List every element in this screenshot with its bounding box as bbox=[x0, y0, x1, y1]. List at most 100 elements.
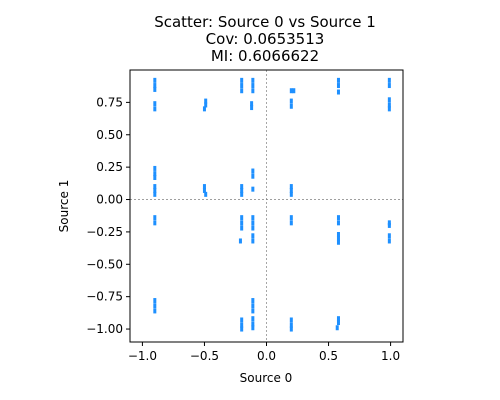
scatter-point bbox=[240, 184, 244, 190]
x-axis-label: Source 0 bbox=[240, 371, 293, 385]
scatter-point bbox=[336, 77, 340, 83]
scatter-point bbox=[153, 303, 157, 309]
scatter-point bbox=[251, 238, 255, 244]
scatter-point bbox=[387, 102, 391, 108]
scatter-point bbox=[289, 103, 293, 109]
scatter-point bbox=[238, 238, 242, 244]
scatter-point bbox=[387, 238, 391, 244]
scatter-point bbox=[153, 171, 157, 177]
scatter-point bbox=[251, 233, 255, 239]
scatter-point bbox=[240, 326, 244, 332]
scatter-point bbox=[251, 303, 255, 309]
y-tick-label: 0.50 bbox=[96, 128, 123, 142]
scatter-point bbox=[240, 88, 244, 94]
scatter-point bbox=[387, 77, 391, 83]
scatter-point bbox=[289, 326, 293, 332]
scatter-point bbox=[153, 86, 157, 92]
scatter-point bbox=[153, 83, 157, 89]
x-tick-label: −1.0 bbox=[128, 349, 157, 363]
x-tick-label: 0.0 bbox=[257, 349, 276, 363]
scatter-point bbox=[251, 316, 255, 322]
scatter-point bbox=[292, 88, 296, 94]
y-tick-label: 0.75 bbox=[96, 95, 123, 109]
scatter-point bbox=[289, 98, 293, 104]
scatter-point bbox=[251, 321, 255, 327]
plot-area: −1.0 −0.5 0.0 0.5 1.0 −1.00 −0.75 −0.50 −0.25 0.0… bbox=[86, 69, 404, 363]
scatter-point bbox=[289, 322, 293, 328]
y-tick-label: −1.00 bbox=[86, 322, 123, 336]
scatter-point bbox=[153, 220, 157, 226]
scatter-point bbox=[240, 187, 244, 193]
scatter-point bbox=[251, 77, 255, 83]
scatter-point bbox=[251, 83, 255, 89]
scatter-point bbox=[336, 239, 340, 245]
scatter-point bbox=[251, 225, 255, 231]
scatter-point bbox=[240, 83, 244, 89]
scatter-point bbox=[387, 220, 391, 226]
scatter-point bbox=[387, 106, 391, 112]
scatter-point bbox=[251, 220, 255, 226]
scatter-point bbox=[240, 317, 244, 323]
scatter-point bbox=[336, 235, 340, 241]
scatter-point bbox=[153, 215, 157, 221]
scatter-point bbox=[153, 191, 157, 197]
x-tick-label: −0.5 bbox=[190, 349, 219, 363]
scatter-point bbox=[289, 88, 293, 94]
scatter-point bbox=[251, 298, 255, 304]
scatter-point bbox=[336, 320, 340, 326]
scatter-point bbox=[289, 191, 293, 197]
chart-title-line-3: MI: 0.6066622 bbox=[211, 47, 319, 65]
scatter-point bbox=[289, 220, 293, 226]
y-tick-label: −0.25 bbox=[86, 225, 123, 239]
scatter-point bbox=[153, 175, 157, 181]
scatter-point bbox=[251, 325, 255, 331]
y-axis-label: Source 1 bbox=[57, 180, 71, 233]
scatter-point bbox=[336, 316, 340, 322]
scatter-point bbox=[202, 106, 206, 112]
x-tick-label: 1.0 bbox=[381, 349, 400, 363]
y-tick-label: −0.50 bbox=[86, 257, 123, 271]
scatter-point bbox=[153, 308, 157, 314]
scatter-point bbox=[202, 187, 206, 193]
scatter-point bbox=[251, 168, 255, 174]
scatter-point bbox=[289, 215, 293, 221]
scatter-point bbox=[240, 225, 244, 231]
scatter-point bbox=[289, 184, 293, 190]
scatter-point bbox=[153, 187, 157, 193]
scatter-point bbox=[250, 105, 254, 111]
scatter-point bbox=[387, 83, 391, 89]
scatter-point bbox=[336, 231, 340, 237]
scatter-point bbox=[336, 89, 340, 95]
scatter-point bbox=[153, 77, 157, 83]
scatter-point bbox=[202, 184, 206, 190]
scatter-point bbox=[335, 325, 339, 331]
scatter-point bbox=[204, 191, 208, 197]
scatter-point bbox=[204, 102, 208, 108]
scatter-point bbox=[289, 187, 293, 193]
scatter-point bbox=[153, 106, 157, 112]
scatter-point bbox=[153, 184, 157, 190]
scatter-point bbox=[387, 233, 391, 239]
scatter-point bbox=[153, 101, 157, 107]
scatter-point bbox=[153, 298, 157, 304]
y-tick-label: −0.75 bbox=[86, 290, 123, 304]
scatter-point bbox=[336, 215, 340, 221]
scatter-point bbox=[251, 308, 255, 314]
scatter-point bbox=[240, 191, 244, 197]
chart-title-line-2: Cov: 0.0653513 bbox=[206, 30, 325, 48]
scatter-point bbox=[289, 317, 293, 323]
scatter-point bbox=[387, 97, 391, 103]
scatter-point bbox=[251, 173, 255, 179]
scatter-point bbox=[336, 220, 340, 226]
scatter-point bbox=[153, 165, 157, 171]
chart-title-line-1: Scatter: Source 0 vs Source 1 bbox=[154, 13, 376, 31]
scatter-point bbox=[251, 186, 255, 192]
y-tick-label: 0.00 bbox=[96, 193, 123, 207]
scatter-point bbox=[204, 98, 208, 104]
scatter-point bbox=[240, 215, 244, 221]
x-tick-label: 0.5 bbox=[319, 349, 338, 363]
scatter-point bbox=[251, 88, 255, 94]
scatter-point bbox=[240, 77, 244, 83]
y-tick-label: 0.25 bbox=[96, 160, 123, 174]
